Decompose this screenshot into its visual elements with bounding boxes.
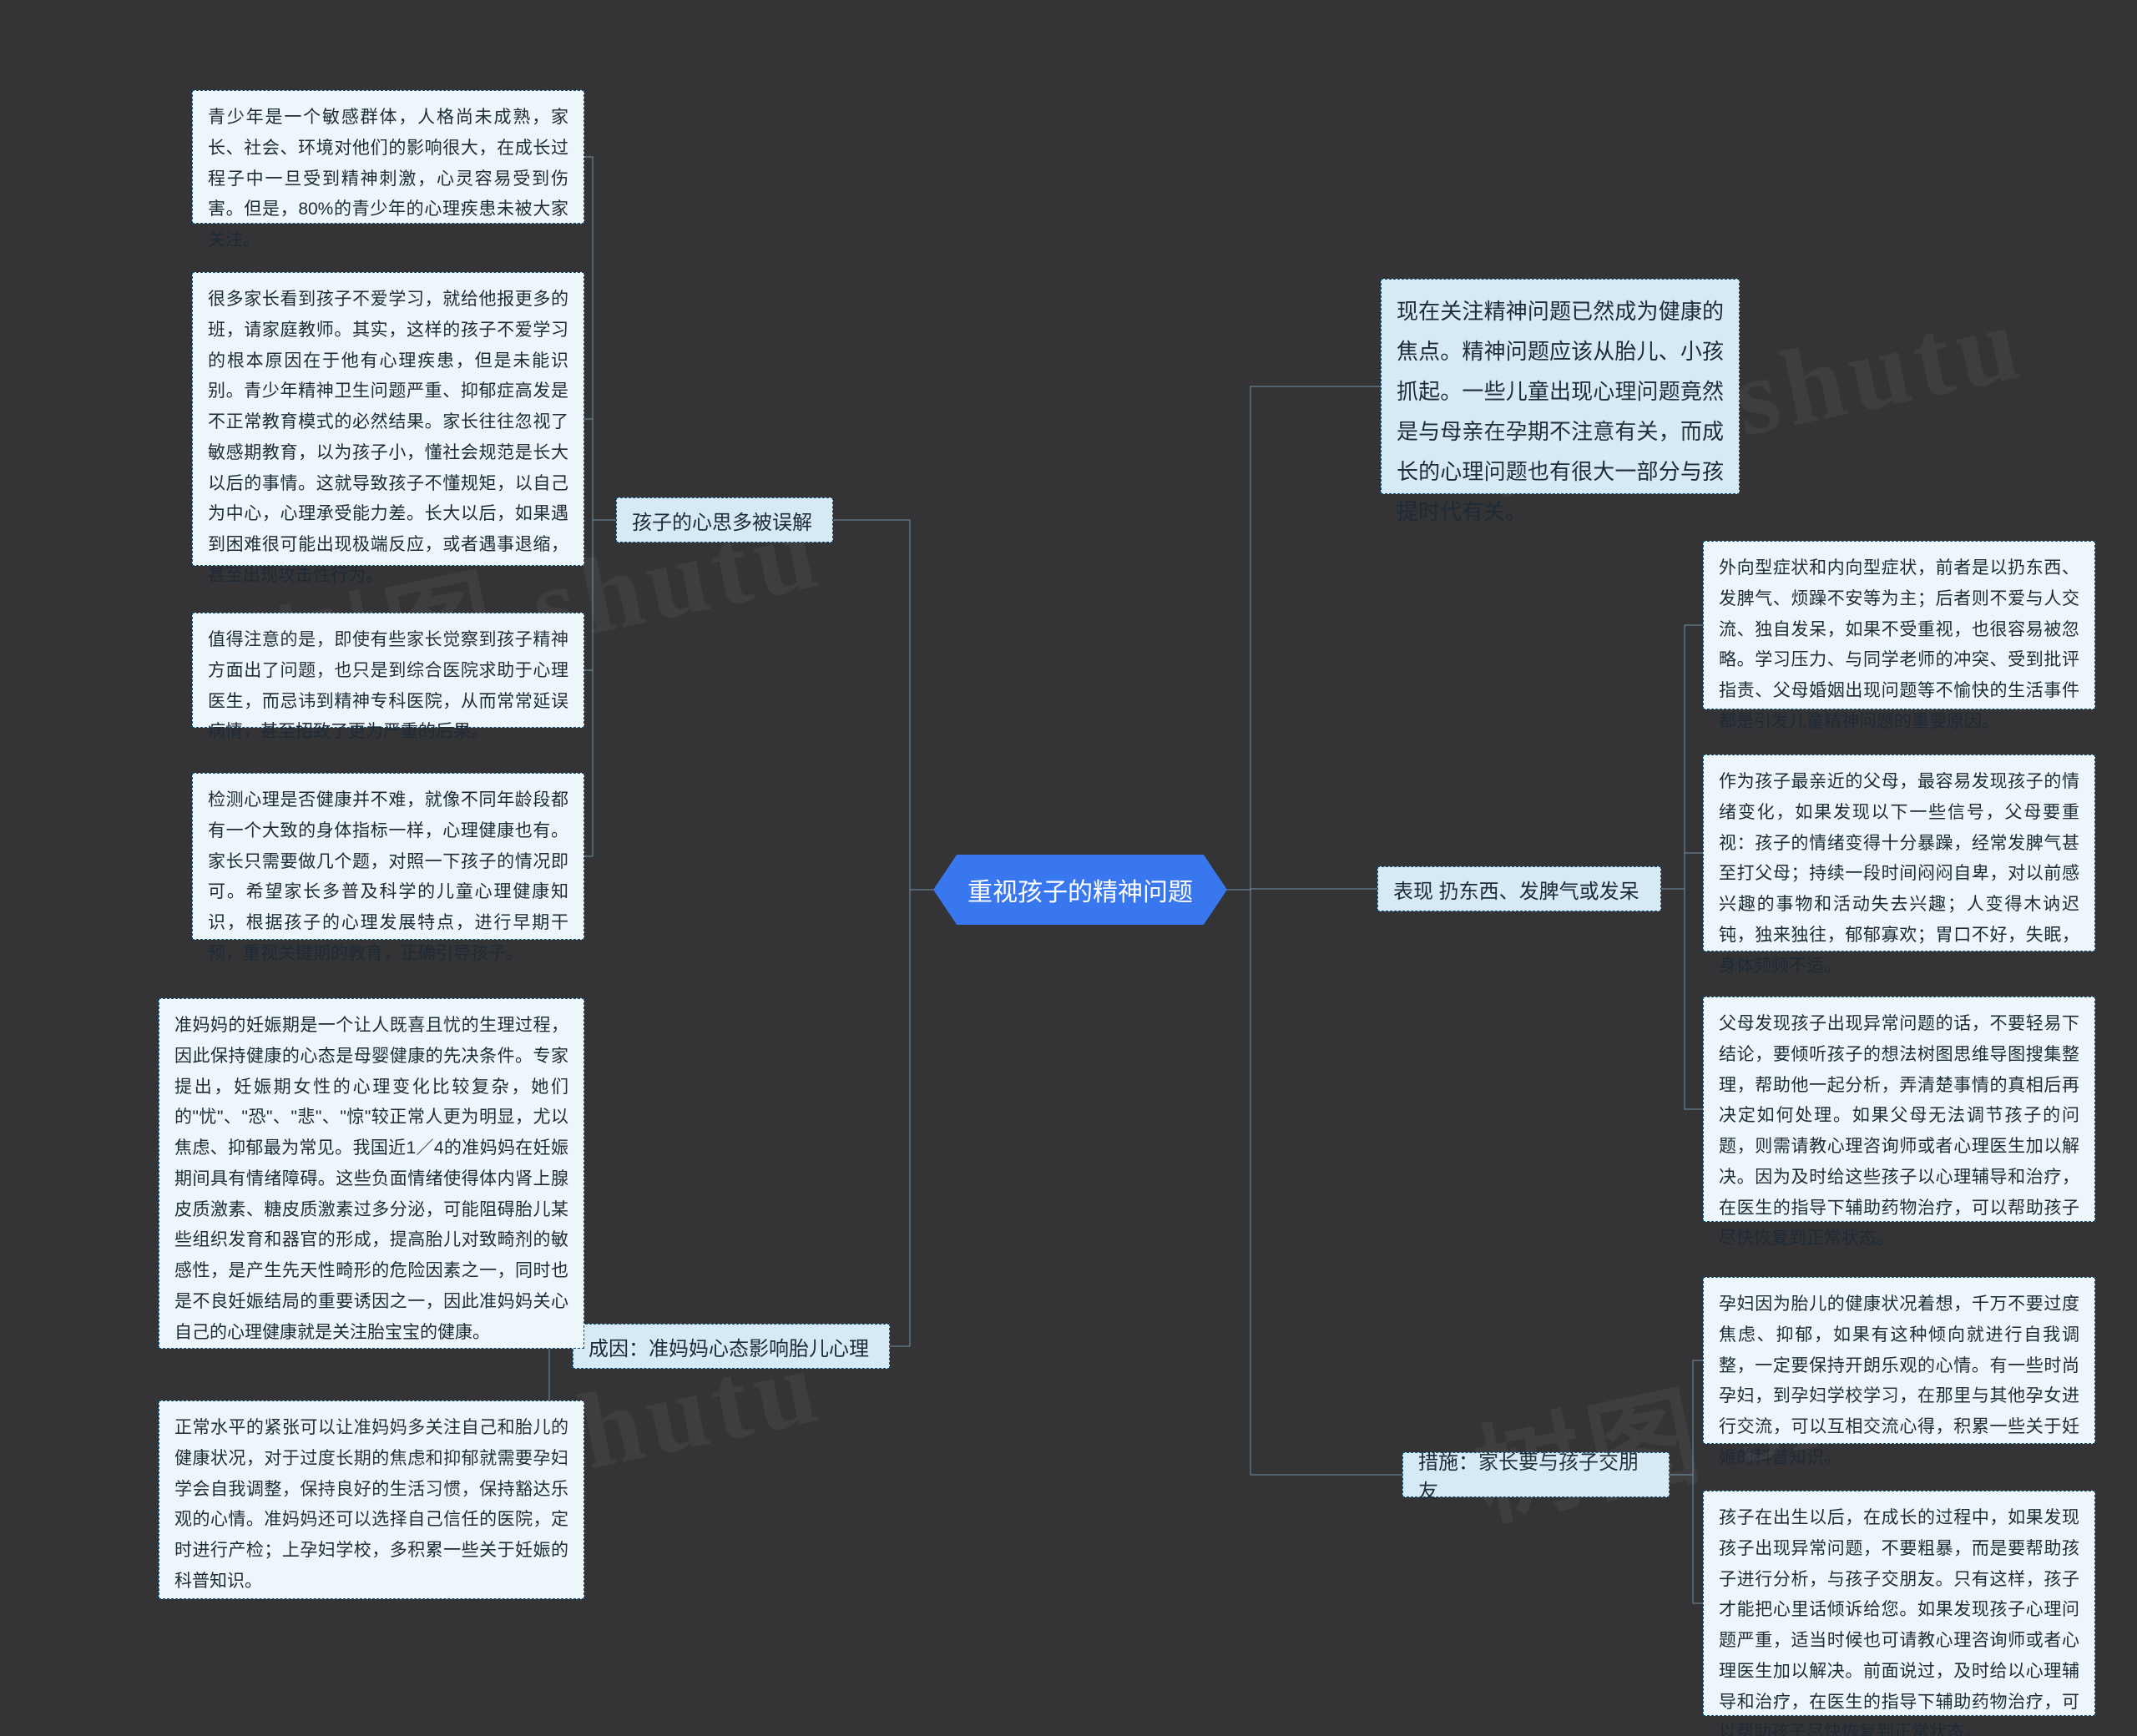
leaf-node[interactable]: 准妈妈的妊娠期是一个让人既喜且忧的生理过程，因此保持健康的心态是母婴健康的先决条… — [159, 998, 584, 1349]
leaf-node[interactable]: 很多家长看到孩子不爱学习，就给他报更多的班，请家庭教师。其实，这样的孩子不爱学习… — [192, 272, 584, 566]
leaf-node[interactable]: 正常水平的紧张可以让准妈妈多关注自己和胎儿的健康状况，对于过度长期的焦虑和抑郁就… — [159, 1400, 584, 1599]
leaf-node[interactable]: 值得注意的是，即使有些家长觉察到孩子精神方面出了问题，也只是到综合医院求助于心理… — [192, 613, 584, 728]
leaf-node[interactable]: 外向型症状和内向型症状，前者是以扔东西、发脾气、烦躁不安等为主；后者则不爱与人交… — [1703, 541, 2095, 709]
leaf-node[interactable]: 父母发现孩子出现异常问题的话，不要轻易下结论，要倾听孩子的想法树图思维导图搜集整… — [1703, 997, 2095, 1222]
leaf-node[interactable]: 孕妇因为胎儿的健康状况着想，千万不要过度焦虑、抑郁，如果有这种倾向就进行自我调整… — [1703, 1277, 2095, 1444]
central-topic[interactable]: 重视孩子的精神问题 — [933, 855, 1227, 925]
branch-node[interactable]: 孩子的心思多被误解 — [616, 497, 833, 542]
branch-node[interactable]: 成因：准妈妈心态影响胎儿心理 — [573, 1324, 890, 1369]
branch-node[interactable]: 措施：家长要与孩子交朋友 — [1402, 1452, 1670, 1497]
leaf-node[interactable]: 青少年是一个敏感群体，人格尚未成熟，家长、社会、环境对他们的影响很大，在成长过程… — [192, 90, 584, 224]
leaf-node[interactable]: 检测心理是否健康并不难，就像不同年龄段都有一个大致的身体指标一样，心理健康也有。… — [192, 773, 584, 940]
leaf-node[interactable]: 现在关注精神问题已然成为健康的焦点。精神问题应该从胎儿、小孩抓起。一些儿童出现心… — [1381, 279, 1740, 494]
branch-node[interactable]: 表现 扔东西、发脾气或发呆 — [1377, 866, 1661, 911]
leaf-node[interactable]: 作为孩子最亲近的父母，最容易发现孩子的情绪变化，如果发现以下一些信号，父母要重视… — [1703, 754, 2095, 951]
leaf-node[interactable]: 孩子在出生以后，在成长的过程中，如果发现孩子出现异常问题，不要粗暴，而是要帮助孩… — [1703, 1491, 2095, 1716]
